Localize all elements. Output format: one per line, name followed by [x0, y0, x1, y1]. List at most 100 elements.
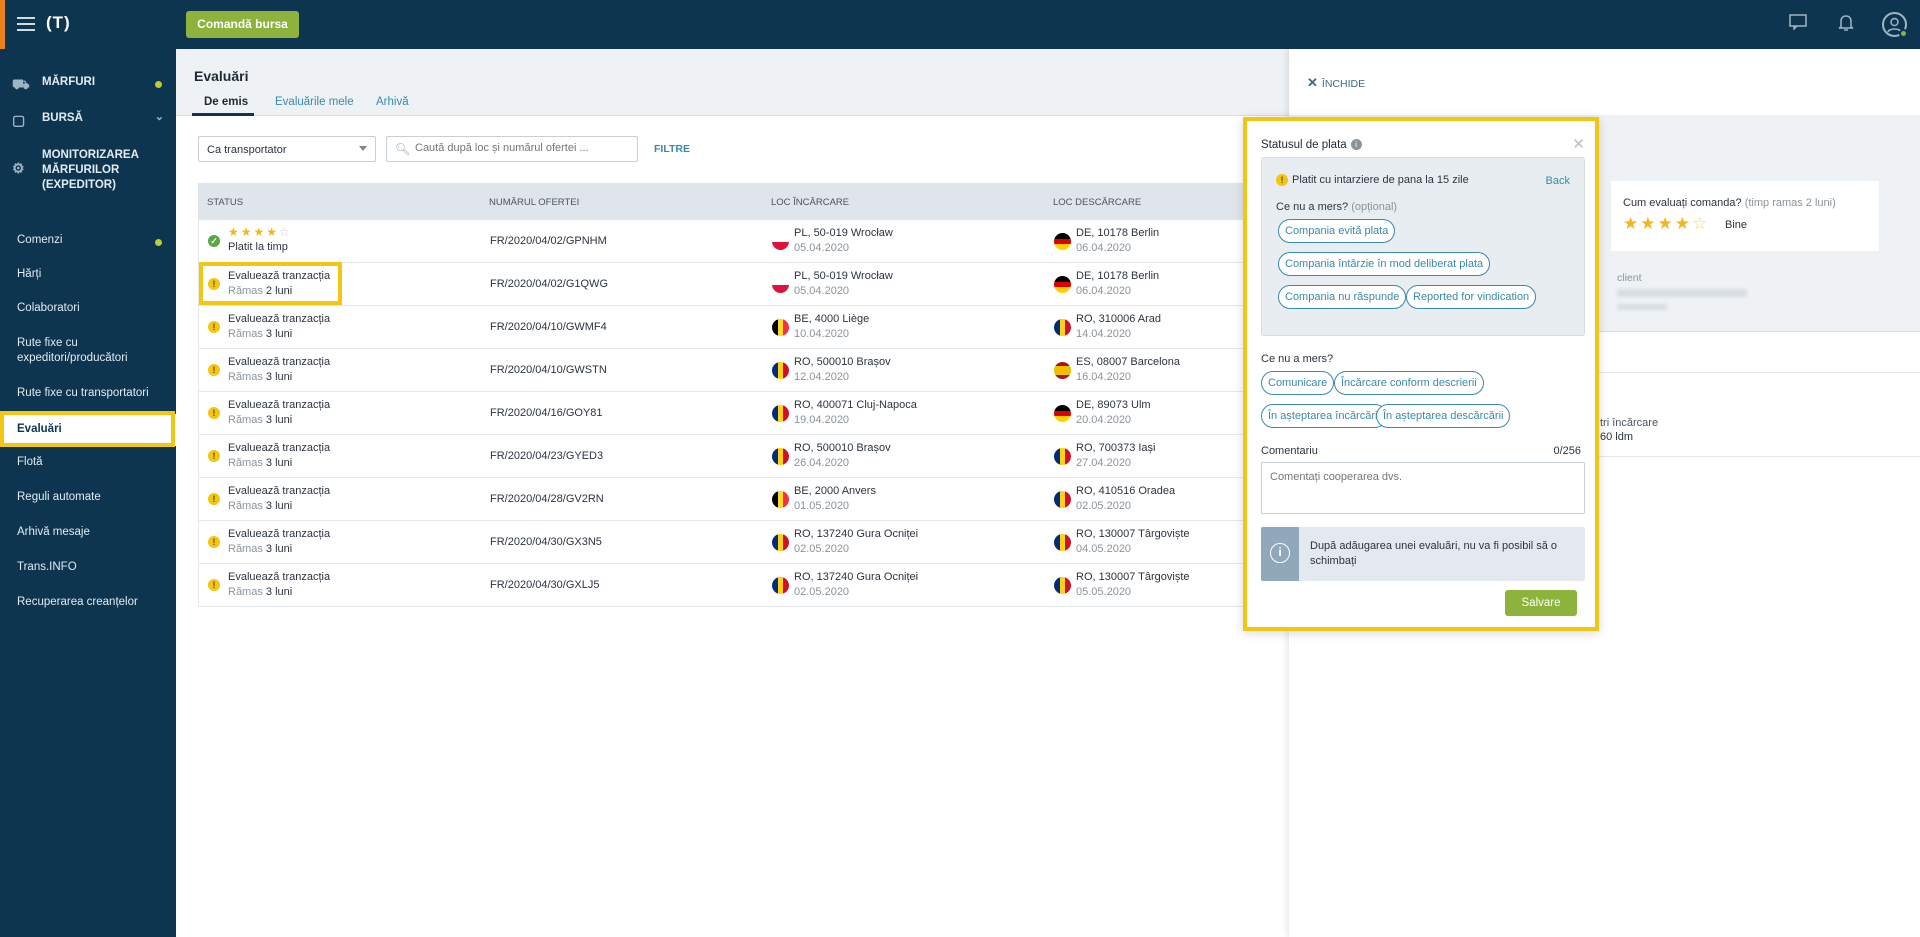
- sidebar-item-orders[interactable]: Comenzi: [0, 234, 176, 254]
- loading-place: PL, 50-019 Wrocław: [794, 270, 893, 282]
- divider: [1289, 456, 1920, 457]
- logo[interactable]: (T): [46, 13, 71, 32]
- tab-to-issue[interactable]: De emis: [204, 96, 249, 108]
- col-unloading-place: LOC DESCĂRCARE: [1053, 197, 1142, 208]
- rating-label: Bine: [1725, 219, 1748, 231]
- status-text[interactable]: Evaluează tranzacția: [228, 442, 331, 454]
- save-button[interactable]: Salvare: [1505, 590, 1577, 616]
- tab-archive[interactable]: Arhivă: [376, 96, 409, 108]
- table-row[interactable]: ! Evaluează tranzacția Rămas 3 luni FR/2020…: [198, 478, 1289, 521]
- warning-icon: !: [208, 278, 220, 290]
- chip-communication[interactable]: Comunicare: [1261, 371, 1335, 395]
- flag-de-icon: [1054, 405, 1071, 422]
- info-icon[interactable]: i: [1350, 139, 1362, 150]
- unloading-place: RO, 310006 Arad: [1076, 313, 1162, 325]
- status-text[interactable]: Evaluează tranzacția: [228, 528, 331, 540]
- blurred-client-id: [1617, 304, 1667, 310]
- unloading-date: 05.05.2020: [1076, 586, 1132, 598]
- sidebar-item-collaborators[interactable]: Colaboratori: [17, 302, 80, 314]
- rating-stars[interactable]: ★★★★☆: [1623, 214, 1710, 233]
- table-row[interactable]: ! Evaluează tranzacția Rămas 3 luni FR/2020…: [198, 349, 1289, 392]
- chat-icon[interactable]: [1788, 14, 1808, 34]
- sidebar-item-auto-rules[interactable]: Reguli automate: [17, 491, 101, 503]
- status-text[interactable]: Evaluează tranzacția: [228, 571, 331, 583]
- command-exchange-button[interactable]: Comandă bursa: [186, 11, 299, 38]
- tab-my-ratings[interactable]: Evaluările mele: [275, 96, 354, 108]
- sidebar-item-fixed-routes-carriers[interactable]: Rute fixe cu transportatori: [17, 387, 149, 399]
- warning-icon: !: [208, 450, 220, 462]
- popup-title: Statusul de plata i: [1261, 139, 1362, 151]
- unloading-date: 14.04.2020: [1076, 328, 1132, 340]
- user-avatar-icon[interactable]: [1882, 12, 1908, 38]
- sidebar-item-message-archive[interactable]: Arhivă mesaje: [17, 526, 90, 538]
- chip-reported-vindication[interactable]: Reported for vindication: [1406, 285, 1537, 309]
- unloading-date: 16.04.2020: [1076, 371, 1132, 383]
- table-row[interactable]: ! Evaluează tranzacția Rămas 3 luni FR/2020…: [198, 392, 1289, 435]
- role-select[interactable]: Ca transportator: [198, 136, 376, 162]
- notification-dot: [155, 81, 162, 88]
- sidebar-item-exchange[interactable]: ▢ BURSĂ ⌄: [12, 111, 164, 128]
- unloading-date: 06.04.2020: [1076, 242, 1132, 254]
- chip-deliberate-delay[interactable]: Compania întârzie în mod deliberat plata: [1278, 252, 1491, 276]
- loading-label: tri încărcare: [1600, 417, 1659, 429]
- table-row[interactable]: ✓ ★★★★☆ Platit la timp FR/2020/04/02/GPNHM P…: [198, 220, 1289, 263]
- filters-link[interactable]: FILTRE: [654, 143, 690, 155]
- status-text[interactable]: Evaluează tranzacția: [228, 356, 331, 368]
- page-title: Evaluări: [194, 68, 249, 84]
- loading-date: 12.04.2020: [794, 371, 850, 383]
- flag-pl-icon: [772, 233, 789, 250]
- rating-box: Cum evaluați comanda? (timp ramas 2 luni…: [1611, 181, 1879, 251]
- comment-field[interactable]: [1261, 462, 1585, 514]
- sidebar-item-maps[interactable]: Hărți: [17, 268, 42, 280]
- back-link[interactable]: Back: [1545, 175, 1570, 187]
- top-bar: (T) Comandă bursa: [0, 0, 1920, 49]
- search-box[interactable]: 🔍︎: [386, 136, 638, 162]
- col-offer-number: NUMĂRUL OFERTEI: [489, 197, 580, 208]
- table-row[interactable]: ! Evaluează tranzacția Rămas 2 luni FR/2020…: [198, 263, 1289, 306]
- status-text[interactable]: Evaluează tranzacția: [228, 313, 331, 325]
- offer-number: FR/2020/04/23/GYED3: [490, 450, 604, 462]
- menu-icon[interactable]: [17, 17, 35, 31]
- what-went-wrong-label: Ce nu a mers?: [1261, 353, 1334, 365]
- table-row[interactable]: ! Evaluează tranzacția Rămas 3 luni FR/2020…: [198, 564, 1289, 607]
- warning-icon: !: [208, 493, 220, 505]
- unloading-place: RO, 700373 Iași: [1076, 442, 1156, 454]
- status-text: Platit la timp: [228, 241, 288, 253]
- sidebar: ⛟ MĂRFURI ▢ BURSĂ ⌄ ⚙ MONITORIZAREA MĂRF…: [0, 49, 176, 937]
- unloading-place: RO, 130007 Târgoviște: [1076, 528, 1190, 540]
- chip-waiting-unloading[interactable]: În așteptarea descărcării: [1376, 404, 1511, 428]
- bell-icon[interactable]: [1836, 14, 1856, 34]
- loading-place: PL, 50-019 Wrocław: [794, 227, 893, 239]
- sidebar-item-fixed-routes-forwarders[interactable]: Rute fixe cu expeditori/producători: [17, 337, 128, 364]
- loading-place: RO, 500010 Brașov: [794, 356, 891, 368]
- chip-avoids-payment[interactable]: Compania evită plata: [1278, 219, 1396, 243]
- flag-ro-icon: [1054, 491, 1071, 508]
- chip-no-response[interactable]: Compania nu răspunde: [1278, 285, 1407, 309]
- sidebar-item-fleet[interactable]: Flotă: [17, 456, 43, 468]
- close-panel-button[interactable]: ✕ ÎNCHIDE: [1307, 75, 1366, 90]
- sidebar-item-goods[interactable]: ⛟ MĂRFURI: [0, 76, 176, 96]
- flag-ro-icon: [772, 448, 789, 465]
- chip-waiting-loading[interactable]: În așteptarea încărcării: [1261, 404, 1387, 428]
- status-text[interactable]: Evaluează tranzacția: [228, 270, 331, 282]
- flag-de-icon: [1054, 276, 1071, 293]
- table-row[interactable]: ! Evaluează tranzacția Rămas 3 luni FR/2020…: [198, 521, 1289, 564]
- sidebar-item-transinfo[interactable]: Trans.INFO: [17, 561, 77, 573]
- divider: [1289, 372, 1920, 373]
- table-row[interactable]: ! Evaluează tranzacția Rămas 3 luni FR/2020…: [198, 306, 1289, 349]
- close-icon[interactable]: ✕: [1572, 136, 1585, 153]
- accent-strip: [0, 0, 5, 49]
- sidebar-item-debt-recovery[interactable]: Recuperarea creanțelor: [17, 596, 138, 608]
- tracking-icon: ⚙: [12, 160, 25, 176]
- search-input[interactable]: [415, 142, 630, 154]
- sidebar-item-tracking[interactable]: ⚙ MONITORIZAREA MĂRFURILOR (EXPEDITOR): [12, 149, 139, 191]
- ratings-table: STATUS NUMĂRUL OFERTEI LOC ÎNCĂRCARE LOC…: [198, 183, 1289, 607]
- status-text[interactable]: Evaluează tranzacția: [228, 399, 331, 411]
- loading-place: RO, 400071 Cluj-Napoca: [794, 399, 917, 411]
- sidebar-item-ratings[interactable]: Evaluări: [0, 414, 176, 446]
- chip-loading-as-described[interactable]: Încărcare conform descrierii: [1334, 371, 1484, 395]
- offer-number: FR/2020/04/02/GPNHM: [490, 235, 607, 247]
- status-text[interactable]: Evaluează tranzacția: [228, 485, 331, 497]
- flag-es-icon: [1054, 362, 1071, 379]
- table-row[interactable]: ! Evaluează tranzacția Rămas 3 luni FR/2020…: [198, 435, 1289, 478]
